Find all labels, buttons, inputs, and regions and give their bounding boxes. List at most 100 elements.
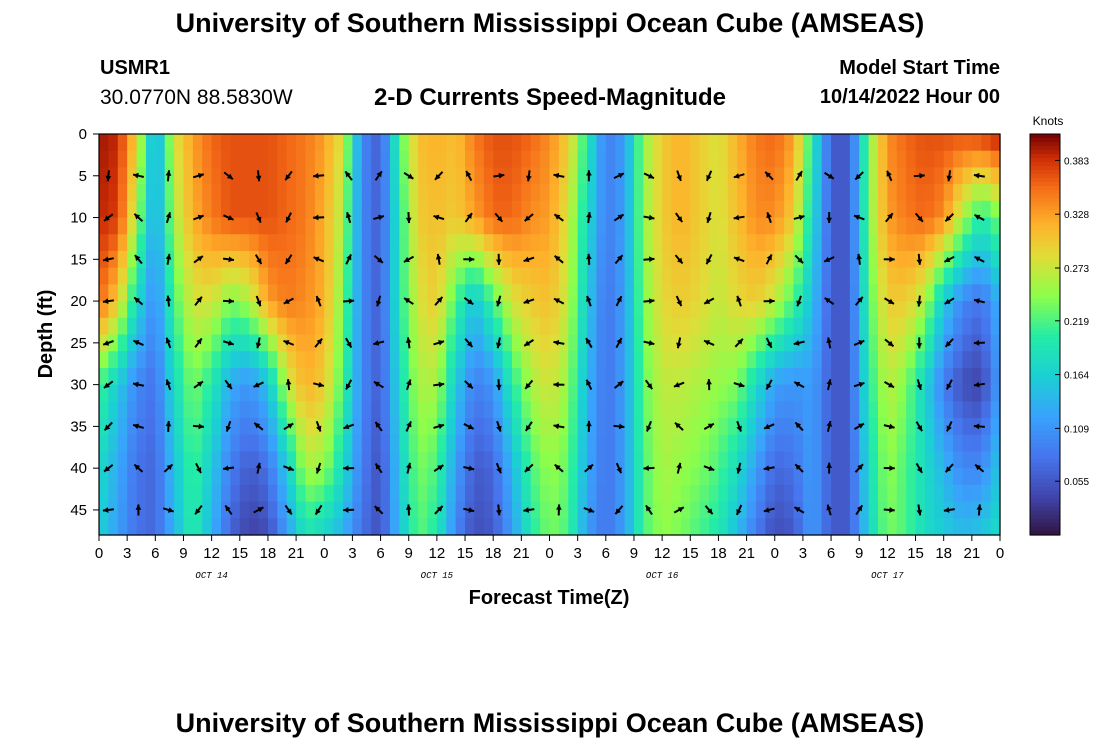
current-arrow xyxy=(973,423,985,430)
heat-cell xyxy=(718,134,729,152)
current-arrow xyxy=(794,254,804,264)
heat-cell xyxy=(971,301,982,319)
heat-cell xyxy=(521,434,532,453)
colorbar-segment xyxy=(1030,410,1060,416)
heat-cell xyxy=(352,434,363,453)
heat-cell xyxy=(831,167,842,185)
heat-cell xyxy=(812,334,823,352)
current-arrow xyxy=(403,297,414,305)
heat-cell xyxy=(202,150,213,169)
heat-cell xyxy=(371,317,382,336)
heat-cell xyxy=(211,418,222,436)
heat-cell xyxy=(624,234,635,252)
heat-cell xyxy=(249,267,260,285)
heat-cell xyxy=(690,267,701,285)
current-arrow xyxy=(405,337,412,349)
current-arrow xyxy=(132,172,145,179)
heat-cell xyxy=(371,267,382,285)
heat-cell xyxy=(117,484,128,503)
heat-cell xyxy=(324,384,335,402)
heat-cell xyxy=(418,484,429,503)
heat-cell xyxy=(953,484,964,503)
heat-cell xyxy=(117,351,128,369)
heat-cell xyxy=(877,301,888,319)
heat-cell xyxy=(249,184,260,202)
current-arrow xyxy=(553,423,565,430)
heat-cell xyxy=(380,150,391,169)
heat-cell xyxy=(831,150,842,169)
heat-cell xyxy=(765,384,776,402)
heat-cell xyxy=(361,451,372,469)
heat-cell xyxy=(587,284,598,302)
heat-cell xyxy=(230,434,241,453)
heat-cell xyxy=(662,184,673,202)
heat-cell xyxy=(709,150,720,169)
heat-cell xyxy=(502,267,513,285)
x-tick-label: 21 xyxy=(738,545,755,562)
heat-cell xyxy=(399,284,410,302)
heat-cell xyxy=(784,317,795,336)
heat-cell xyxy=(145,150,156,169)
current-arrow xyxy=(586,295,592,307)
heat-cell xyxy=(127,367,138,386)
heat-cell xyxy=(699,468,710,486)
current-arrow xyxy=(883,465,895,472)
current-arrow xyxy=(826,379,833,391)
heat-cell xyxy=(906,468,917,486)
heat-cell xyxy=(389,217,400,235)
heat-cell xyxy=(192,351,203,369)
heat-cell xyxy=(587,317,598,336)
heat-cell xyxy=(249,384,260,402)
heat-cell xyxy=(286,401,297,419)
heat-cell xyxy=(605,134,616,152)
heat-cell xyxy=(174,384,185,402)
heat-cell xyxy=(155,468,166,486)
heat-cell xyxy=(408,301,419,319)
heat-cell xyxy=(746,451,757,469)
colorbar-segment xyxy=(1030,202,1060,207)
current-arrow xyxy=(345,337,353,349)
heat-cell xyxy=(99,284,109,302)
heat-cell xyxy=(540,284,551,302)
heat-cell xyxy=(239,418,250,436)
heat-cell xyxy=(690,501,701,519)
heat-cell xyxy=(249,334,260,352)
heat-cell xyxy=(934,384,945,402)
current-arrow xyxy=(613,172,625,180)
colorbar-segment xyxy=(1030,238,1060,243)
current-arrow xyxy=(643,465,655,472)
heat-cell xyxy=(446,250,457,269)
current-arrow xyxy=(676,462,682,474)
heat-cell xyxy=(127,434,138,453)
heat-cell xyxy=(249,134,260,152)
heat-cell xyxy=(183,434,194,453)
heat-cell xyxy=(652,401,663,419)
heat-cell xyxy=(117,451,128,469)
colorbar-segment xyxy=(1030,366,1060,372)
heat-cell xyxy=(774,284,785,302)
heat-cell xyxy=(333,468,344,486)
heat-cell xyxy=(596,267,607,285)
current-arrow xyxy=(973,298,985,304)
colorbar-segment xyxy=(1030,454,1060,460)
current-arrow xyxy=(523,298,535,304)
heat-cell xyxy=(108,434,119,453)
current-arrow xyxy=(674,254,684,265)
heat-cell xyxy=(305,518,316,536)
heat-cell xyxy=(924,301,935,319)
heat-cell xyxy=(981,367,992,386)
colorbar-segment xyxy=(1030,218,1060,223)
heat-cell xyxy=(239,484,250,503)
heat-cell xyxy=(943,317,954,336)
current-arrow xyxy=(675,295,683,307)
heat-cell xyxy=(671,384,682,402)
heat-cell xyxy=(953,468,964,486)
heat-cell xyxy=(840,351,851,369)
current-arrow xyxy=(314,337,323,348)
heat-cell xyxy=(690,468,701,486)
heat-cell xyxy=(774,451,785,469)
heat-cell xyxy=(727,468,738,486)
heat-cell xyxy=(267,284,278,302)
heat-cell xyxy=(371,184,382,202)
heat-cell xyxy=(530,334,541,352)
